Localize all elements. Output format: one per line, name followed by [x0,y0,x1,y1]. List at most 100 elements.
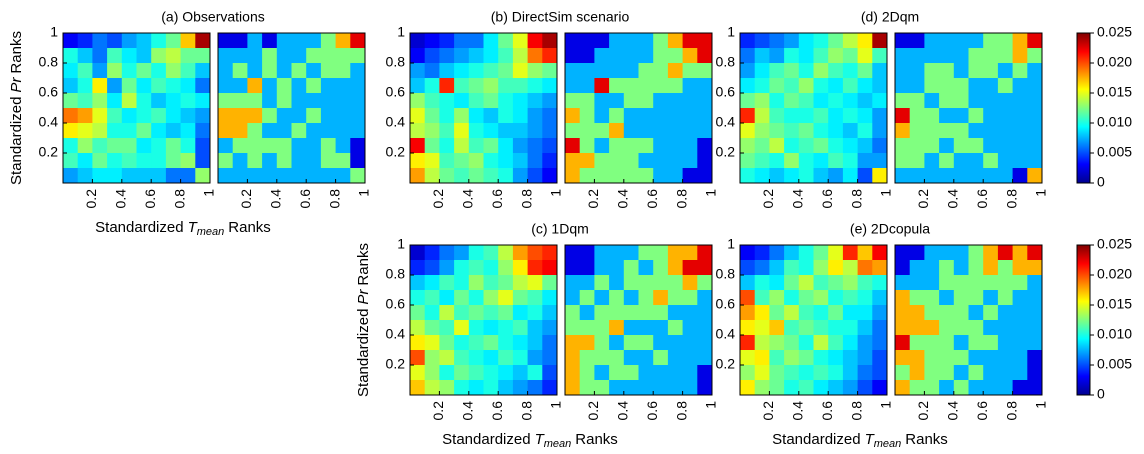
axis-label-part: T [535,431,546,448]
contour-cell [968,335,984,351]
contour-cell [565,138,581,154]
heatmap-cell [784,153,800,169]
contour-cell [895,275,911,291]
contour-cell [953,123,969,139]
contour-cell [909,93,925,109]
heatmap-cell [136,48,152,64]
contour-cell [953,33,969,49]
contour-cell [895,93,911,109]
x-tick-label: 0.6 [297,189,313,209]
heatmap-cell [512,350,528,366]
heatmap-cell [512,108,528,124]
contour-cell [939,78,955,94]
heatmap-cell [872,138,888,154]
contour-cell [623,260,639,276]
heatmap-cell [784,380,800,396]
contour-cell [697,123,713,139]
heatmap-cell [107,48,123,64]
y-tick-label: 0.2 [386,144,406,160]
colorbar-tick-label: 0.025 [1097,236,1132,252]
plot-frame [409,244,558,396]
contour-cell [682,93,698,109]
heatmap-cell [857,123,873,139]
contour-cell [276,33,292,49]
contour-cell [609,335,625,351]
heatmap-cell [512,123,528,139]
contour-cell [953,260,969,276]
heatmap-cell [784,305,800,321]
contour-cell [983,153,999,169]
contour-cell [1012,275,1028,291]
contour-cell [247,138,263,154]
contour-cell [909,138,925,154]
contour-cell [579,305,595,321]
heatmap-cell [740,365,756,381]
heatmap-cell [769,48,785,64]
x-tick-label: 1 [878,189,894,197]
heatmap-cell [410,380,426,396]
contour-cell [939,63,955,79]
heatmap-cell [512,153,528,169]
heatmap-cell [151,153,167,169]
contour-cell [638,350,654,366]
heatmap-cell [165,93,181,109]
heatmap-cell [842,138,858,154]
axis-label-part: T [188,219,199,236]
heatmap-cell [77,93,93,109]
contour-cell [638,123,654,139]
heatmap-cell [151,78,167,94]
y-tick-label: 0.4 [386,326,406,342]
heatmap-cell [136,93,152,109]
contour-cell [997,245,1013,261]
heatmap-cell [527,320,543,336]
contour-cell [320,168,336,184]
contour-cell [594,335,610,351]
heatmap-cell [754,78,770,94]
heatmap-cell [410,350,426,366]
contour-cell [350,123,366,139]
contour-cell [609,93,625,109]
heatmap-cell [498,290,514,306]
contour-cell [953,275,969,291]
heatmap-cell [828,335,844,351]
plot-frame [217,32,366,184]
contour-cell [232,63,248,79]
heatmap-cell [424,275,440,291]
contour-cell [1027,245,1043,261]
contour-cell [638,260,654,276]
heatmap-cell [439,365,455,381]
heatmap-cell [798,275,814,291]
heatmap-cell [798,305,814,321]
contour-cell [697,138,713,154]
contour-cell [939,275,955,291]
axis-label-part: Ranks [575,431,618,448]
heatmap-cell [872,168,888,184]
contour-cell [565,260,581,276]
heatmap-cell [195,168,211,184]
x-tick-label: 0.8 [518,189,534,209]
contour-cell [924,153,940,169]
heatmap-cell [740,123,756,139]
heatmap-cell [498,33,514,49]
x-tick-label: 0.8 [848,401,864,421]
heatmap-cell [121,168,137,184]
contour-cell [579,335,595,351]
heatmap-cell [439,33,455,49]
heatmap-cell [107,153,123,169]
y-tick-label: 1 [50,24,58,40]
x-tick-label: 0.2 [83,189,99,209]
contour-cell [924,350,940,366]
heatmap-cell [180,108,196,124]
contour-cell [232,78,248,94]
contour-cell [895,380,911,396]
heatmap-cell [527,123,543,139]
heatmap-cell [424,380,440,396]
contour-cell [306,48,322,64]
heatmap-cell [784,78,800,94]
heatmap-cell [754,153,770,169]
x-tick-label: 0.8 [518,401,534,421]
contour-cell [653,365,669,381]
contour-cell [682,123,698,139]
heatmap-cell [769,168,785,184]
heatmap-cell [542,108,558,124]
